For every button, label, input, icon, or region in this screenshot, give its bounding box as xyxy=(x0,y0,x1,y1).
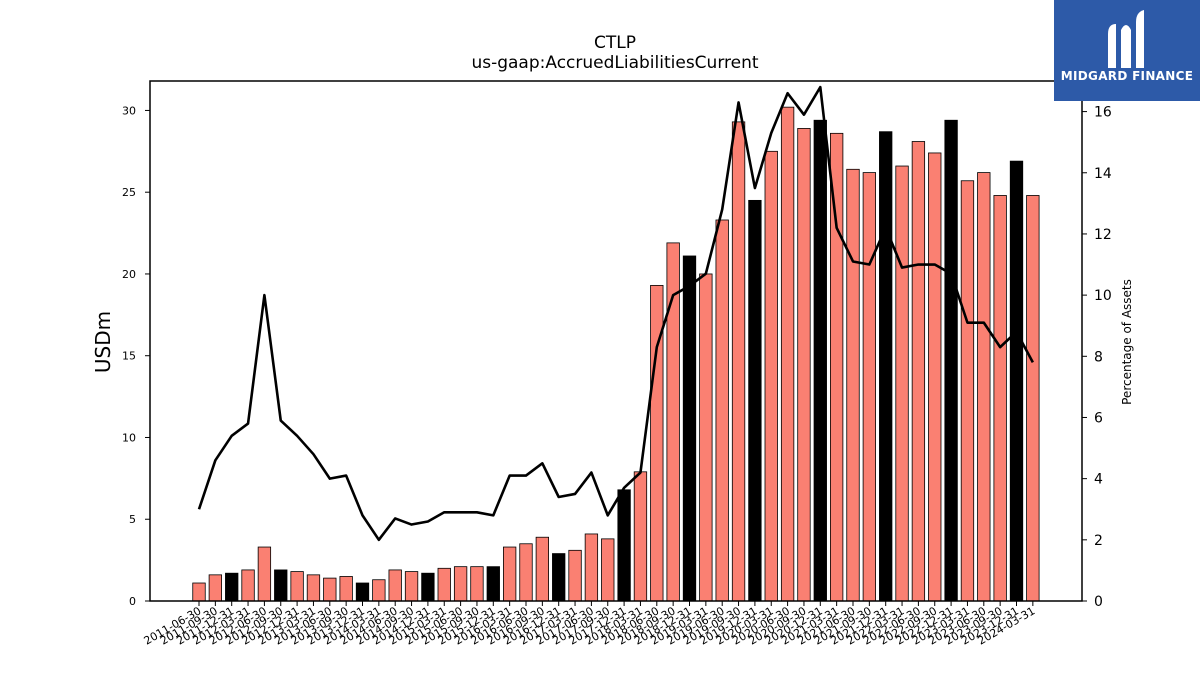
y2-tick-label: 12 xyxy=(1094,227,1112,243)
bar-2016-09-30 xyxy=(535,536,549,602)
y2-tick-label: 16 xyxy=(1094,105,1112,121)
bar-2020-03-31 xyxy=(764,150,778,602)
bar-2019-06-30 xyxy=(715,219,729,602)
bar-2020-06-30 xyxy=(780,106,795,602)
bar-2013-06-30 xyxy=(323,577,337,602)
bar-2014-06-30 xyxy=(388,569,402,602)
y-axis-label: USDm xyxy=(91,311,115,373)
bar-2023-12-31 xyxy=(1009,160,1024,602)
y-tick-label: 0 xyxy=(129,595,136,608)
bar-2017-09-30 xyxy=(601,538,615,602)
bar-2016-03-31 xyxy=(502,546,517,602)
bar-2018-12-31 xyxy=(682,255,697,602)
bar-2020-12-31 xyxy=(813,119,827,602)
bar-2019-09-30 xyxy=(731,121,746,602)
bar-2019-03-31 xyxy=(699,273,713,602)
bar-2011-06-30 xyxy=(192,582,206,602)
bar-2014-09-30 xyxy=(404,571,419,602)
bar-2021-09-30 xyxy=(862,172,876,602)
bar-2017-06-30 xyxy=(584,533,599,602)
bar-2014-12-31 xyxy=(421,572,435,602)
bar-2011-09-30 xyxy=(208,574,223,602)
bar-2017-03-31 xyxy=(568,549,582,602)
y2-tick-label: 0 xyxy=(1094,594,1103,610)
y2-tick-label: 4 xyxy=(1094,472,1103,488)
bar-2023-03-31 xyxy=(960,180,975,602)
bar-2012-12-31 xyxy=(290,571,304,602)
bar-2013-09-30 xyxy=(339,576,353,602)
bar-2022-09-30 xyxy=(928,152,942,602)
bar-2012-03-31 xyxy=(241,569,255,602)
bar-2021-06-30 xyxy=(846,168,860,602)
bar-2012-09-30 xyxy=(274,569,288,602)
bar-2023-06-30 xyxy=(977,172,991,602)
bar-2022-12-31 xyxy=(944,119,958,602)
y-tick-label: 20 xyxy=(122,268,136,281)
y2-tick-label: 6 xyxy=(1094,410,1103,426)
bar-2015-03-31 xyxy=(437,567,451,602)
chart-title: CTLP xyxy=(594,33,636,53)
logo-mark-icon xyxy=(1108,10,1144,68)
bars-layer xyxy=(192,106,1040,602)
bar-2015-09-30 xyxy=(470,566,484,602)
y2-tick-label: 8 xyxy=(1094,349,1103,365)
bar-2018-03-31 xyxy=(633,471,648,602)
y-tick-label: 15 xyxy=(122,350,136,363)
bar-2017-12-31 xyxy=(617,489,631,602)
bar-2023-09-30 xyxy=(993,195,1007,602)
logo-text: MIDGARD FINANCE xyxy=(1060,69,1194,83)
bar-2020-09-30 xyxy=(797,128,811,602)
y2-tick-label: 10 xyxy=(1094,288,1112,304)
bar-2024-03-31 xyxy=(1026,195,1040,602)
bar-2022-03-31 xyxy=(895,165,909,602)
logo: MIDGARD FINANCE xyxy=(1054,0,1200,101)
bar-2016-12-31 xyxy=(552,553,566,602)
y2-tick-label: 2 xyxy=(1094,533,1103,549)
y-tick-label: 30 xyxy=(122,104,136,117)
chart-subtitle: us-gaap:AccruedLiabilitiesCurrent xyxy=(471,53,758,73)
y-tick-label: 25 xyxy=(122,186,136,199)
bar-2015-06-30 xyxy=(453,566,468,602)
y-tick-label: 5 xyxy=(129,513,136,526)
bar-2012-06-30 xyxy=(257,546,272,602)
bar-2021-03-31 xyxy=(830,132,844,602)
bar-2019-12-31 xyxy=(748,199,762,602)
bar-2013-03-31 xyxy=(306,574,321,602)
y2-axis-label: Percentage of Assets xyxy=(1120,279,1134,405)
y2-tick-label: 14 xyxy=(1094,166,1112,182)
axes-layer: 05101520253002468101214162011-06-302011-… xyxy=(122,80,1112,648)
bar-2022-06-30 xyxy=(911,141,926,602)
bar-2016-06-30 xyxy=(519,543,533,602)
bar-2014-03-31 xyxy=(372,579,386,602)
bar-2013-12-31 xyxy=(355,582,370,602)
plot-frame xyxy=(149,80,1083,602)
bar-2021-12-31 xyxy=(879,131,893,602)
line-layer xyxy=(197,85,1034,542)
bar-2011-12-31 xyxy=(225,572,239,602)
bar-2015-12-31 xyxy=(486,566,500,602)
y-tick-label: 10 xyxy=(122,431,136,444)
pct-assets-line xyxy=(197,85,1034,542)
